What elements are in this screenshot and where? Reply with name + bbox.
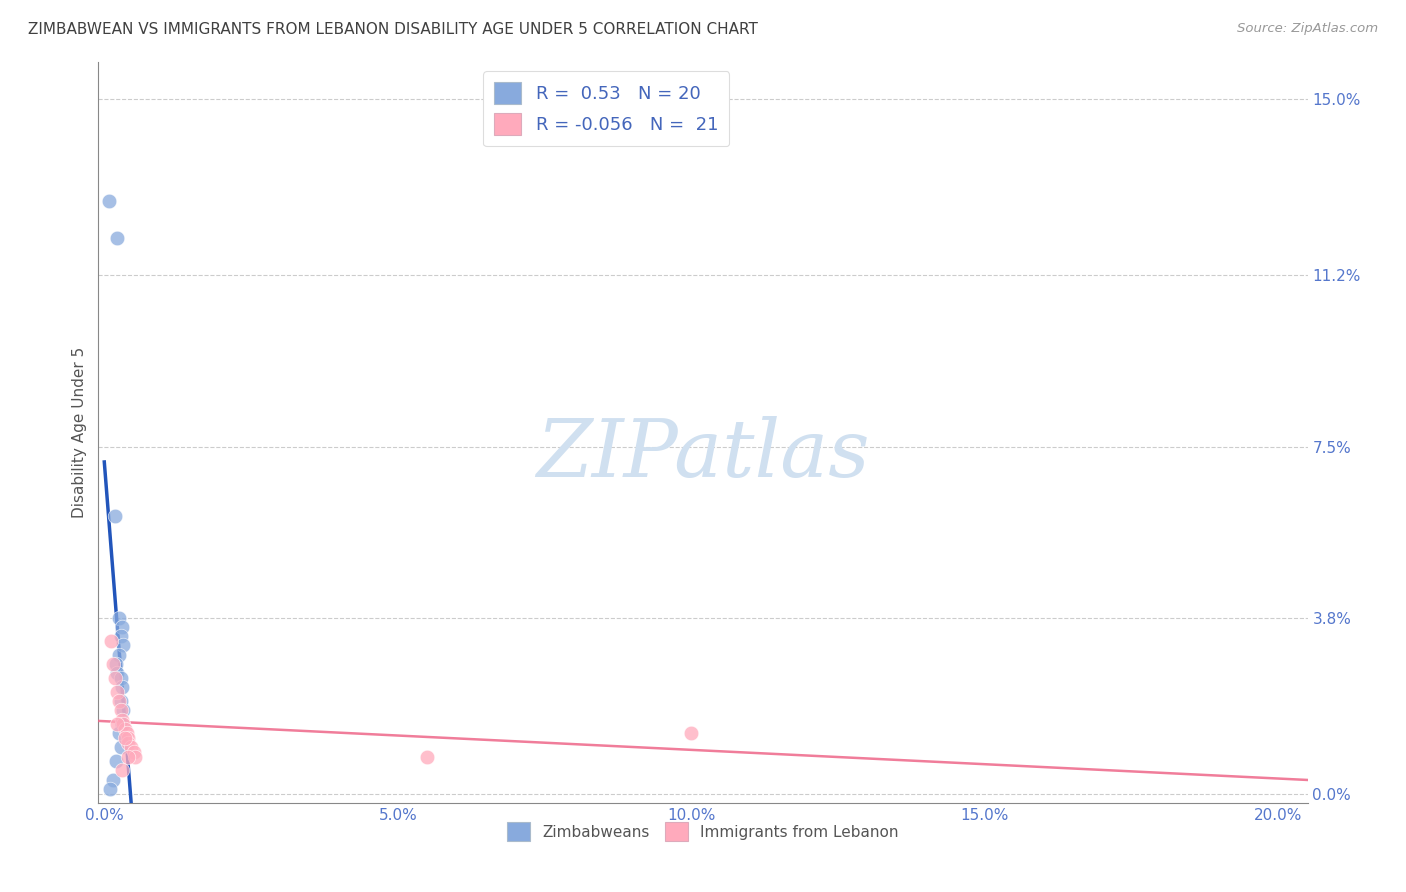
- Point: [105, 657, 128, 671]
- Point: [120, 740, 142, 755]
- Point: [111, 713, 134, 727]
- Point: [112, 717, 135, 731]
- Point: [110, 629, 132, 643]
- Point: [681, 726, 703, 740]
- Point: [105, 685, 128, 699]
- Point: [111, 764, 134, 778]
- Point: [105, 666, 128, 681]
- Point: [122, 745, 145, 759]
- Point: [104, 508, 127, 523]
- Y-axis label: Disability Age Under 5: Disability Age Under 5: [72, 347, 87, 518]
- Point: [104, 671, 127, 685]
- Point: [111, 717, 134, 731]
- Point: [117, 731, 139, 745]
- Point: [105, 754, 128, 768]
- Point: [111, 620, 134, 634]
- Point: [100, 633, 122, 648]
- Point: [112, 703, 135, 717]
- Point: [114, 722, 136, 736]
- Point: [110, 703, 132, 717]
- Point: [108, 726, 131, 740]
- Point: [101, 772, 124, 787]
- Text: Source: ZipAtlas.com: Source: ZipAtlas.com: [1237, 22, 1378, 36]
- Point: [110, 740, 132, 755]
- Point: [416, 749, 439, 764]
- Point: [108, 610, 131, 624]
- Point: [115, 726, 138, 740]
- Point: [101, 657, 124, 671]
- Text: ZIPatlas: ZIPatlas: [536, 416, 870, 493]
- Legend: Zimbabweans, Immigrants from Lebanon: Zimbabweans, Immigrants from Lebanon: [501, 816, 905, 847]
- Point: [108, 648, 131, 662]
- Point: [124, 749, 146, 764]
- Point: [98, 781, 121, 796]
- Text: ZIMBABWEAN VS IMMIGRANTS FROM LEBANON DISABILITY AGE UNDER 5 CORRELATION CHART: ZIMBABWEAN VS IMMIGRANTS FROM LEBANON DI…: [28, 22, 758, 37]
- Point: [110, 671, 132, 685]
- Point: [105, 231, 128, 245]
- Point: [98, 194, 121, 209]
- Point: [117, 749, 139, 764]
- Point: [117, 736, 139, 750]
- Point: [105, 717, 128, 731]
- Point: [110, 694, 132, 708]
- Point: [111, 680, 134, 694]
- Point: [112, 639, 135, 653]
- Point: [108, 694, 131, 708]
- Point: [114, 731, 136, 745]
